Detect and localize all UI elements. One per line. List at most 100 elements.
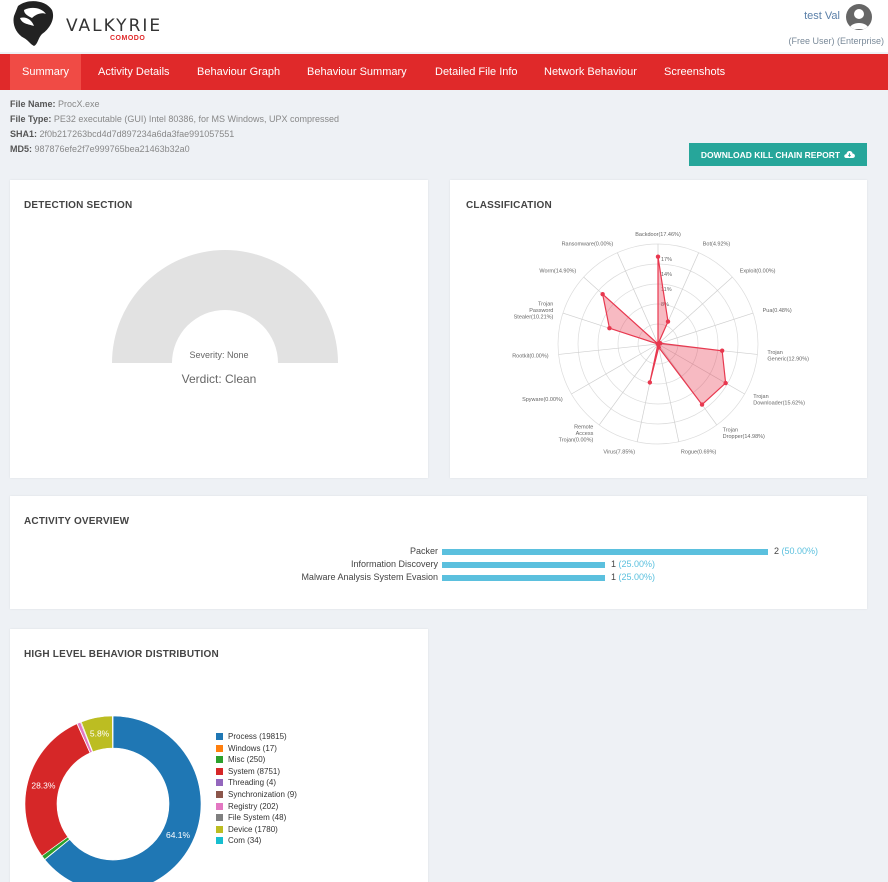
classification-radar-chart: 17%14%11%8% Backdoor(17.46%)Bot(4.92%)Ex…	[512, 232, 809, 456]
file-type-value: PE32 executable (GUI) Intel 80386, for M…	[53, 114, 339, 124]
file-type-row: File Type: PE32 executable (GUI) Intel 8…	[10, 112, 339, 127]
legend-swatch	[216, 767, 223, 775]
donut-slice	[44, 715, 202, 882]
user-role: (Free User) (Enterprise)	[788, 36, 884, 46]
tab-summary[interactable]: Summary	[10, 54, 82, 90]
radar-series-area	[601, 256, 727, 406]
radar-axis-line	[598, 343, 659, 426]
legend-item[interactable]: Misc (250)	[216, 755, 265, 764]
radar-point	[600, 291, 605, 297]
legend-swatch	[216, 779, 223, 787]
legend-item[interactable]: Synchronization (9)	[216, 790, 297, 799]
tab-screenshots[interactable]: Screenshots	[664, 66, 726, 78]
legend-item[interactable]: Windows (17)	[216, 744, 277, 753]
radar-axis-line	[617, 252, 659, 345]
legend-item[interactable]: Threading (4)	[216, 778, 276, 787]
donut-slice-label: 5.8%	[90, 728, 110, 738]
radar-point	[699, 402, 705, 407]
radar-point	[665, 319, 671, 324]
donut-slice-label: 64.1%	[166, 830, 191, 840]
file-type-label: File Type:	[10, 114, 52, 124]
radar-point	[723, 380, 728, 386]
radar-axis-line	[571, 343, 659, 395]
legend-swatch	[216, 756, 223, 764]
activity-bar	[442, 562, 605, 568]
radar-axis-label: Virus(7.85%)	[603, 450, 635, 456]
legend-item[interactable]: File System (48)	[216, 813, 286, 822]
activity-bar-value: 2 (50.00%)	[774, 546, 819, 556]
donut-slice-label: 28.3%	[31, 781, 56, 791]
radar-axis-line	[657, 343, 680, 442]
activity-bar	[442, 575, 605, 581]
detection-card: DETECTION SECTION Severity: None Verdict…	[10, 180, 428, 478]
legend-label: File System (48)	[228, 813, 287, 823]
behavior-distribution-title: HIGH LEVEL BEHAVIOR DISTRIBUTION	[24, 649, 219, 660]
severity-text: Severity: None	[189, 350, 249, 360]
radar-ring-label: 11%	[661, 287, 672, 293]
legend-swatch	[216, 791, 223, 798]
radar-point	[647, 380, 653, 385]
legend-swatch	[216, 825, 223, 833]
radar-axis-label: Trojan Dropper(14.98%)	[723, 428, 765, 441]
legend-label: Synchronization (9)	[228, 790, 297, 799]
radar-axis-label: Rootkit(0.00%)	[512, 353, 549, 359]
radar-axis-line	[657, 276, 733, 345]
tab-behaviour-graph[interactable]: Behaviour Graph	[197, 66, 281, 78]
legend-item[interactable]: System (8751)	[216, 767, 280, 776]
activity-bar-value: 1 (25.00%)	[611, 559, 656, 569]
download-button-label: DOWNLOAD KILL CHAIN REPORT	[700, 149, 841, 160]
legend-item[interactable]: Process (19815)	[216, 732, 287, 741]
legend-item[interactable]: Registry (202)	[216, 802, 278, 811]
radar-point	[655, 341, 661, 347]
verdict-text: Verdict: Clean	[181, 372, 257, 386]
legend-item[interactable]: Com (34)	[216, 836, 261, 845]
legend-label: Device (1780)	[228, 824, 278, 834]
file-name-label: File Name:	[10, 99, 56, 109]
logo-subtitle: COMODO	[110, 35, 146, 42]
md5-label: MD5:	[10, 144, 32, 154]
download-kill-chain-button[interactable]: DOWNLOAD KILL CHAIN REPORT	[689, 143, 867, 166]
tab-behaviour-summary[interactable]: Behaviour Summary	[307, 66, 407, 78]
tab-activity-details[interactable]: Activity Details	[98, 66, 170, 78]
tab-network-behaviour[interactable]: Network Behaviour	[544, 66, 637, 78]
file-info: File Name: ProcX.exe File Type: PE32 exe…	[10, 97, 339, 157]
tab-detailed-file-info[interactable]: Detailed File Info	[435, 66, 518, 78]
donut-slice	[24, 723, 91, 857]
severity-gauge	[112, 250, 338, 363]
legend-label: Process (19815)	[228, 732, 287, 741]
valkyrie-logo-icon	[13, 1, 54, 47]
user-name-link[interactable]: test Val	[804, 10, 840, 22]
sha1-value: 2f0b217263bcd4d7d897234a6da3fae991057551	[39, 129, 235, 139]
classification-title: CLASSIFICATION	[466, 200, 552, 211]
file-name-value: ProcX.exe	[58, 99, 100, 109]
radar-ring-label: 17%	[661, 257, 672, 263]
radar-axis-label: Spyware(0.00%)	[522, 397, 563, 403]
activity-overview-card: ACTIVITY OVERVIEW Packer 2 (50.00%) Inform…	[10, 496, 867, 609]
radar-axis-line	[657, 343, 745, 395]
legend-label: Windows (17)	[228, 743, 277, 753]
legend-swatch	[216, 733, 223, 740]
legend-label: System (8751)	[228, 766, 281, 776]
radar-axis-label: Trojan Password Stealer(10.21%)	[514, 302, 554, 321]
radar-point	[656, 345, 661, 350]
radar-axis-label: Remote Access Trojan(0.00%)	[559, 424, 594, 443]
radar-point	[719, 348, 725, 353]
radar-axis-line	[657, 312, 754, 345]
behavior-distribution-card: HIGH LEVEL BEHAVIOR DISTRIBUTION 64.1% 28…	[10, 629, 428, 882]
legend-label: Registry (202)	[228, 801, 279, 811]
sha1-row: SHA1: 2f0b217263bcd4d7d897234a6da3fae991…	[10, 127, 339, 142]
legend-item[interactable]: Device (1780)	[216, 825, 278, 834]
user-avatar-icon[interactable]	[846, 4, 872, 30]
radar-ring-label: 14%	[661, 272, 672, 278]
activity-bar	[442, 549, 768, 555]
radar-axis-line	[558, 343, 659, 355]
radar-axis-label: Rogue(0.69%)	[681, 450, 717, 456]
radar-axis-label: Bot(4.92%)	[703, 242, 731, 248]
logo-title: VALKYRIE	[66, 16, 163, 36]
legend-swatch	[216, 837, 223, 845]
cloud-download-icon	[844, 151, 855, 158]
activity-bar-label: Packer	[409, 546, 438, 556]
activity-bar-label: Information Discovery	[350, 559, 438, 569]
legend-label: Com (34)	[228, 836, 262, 846]
radar-axis-label: Pua(0.48%)	[763, 308, 792, 314]
